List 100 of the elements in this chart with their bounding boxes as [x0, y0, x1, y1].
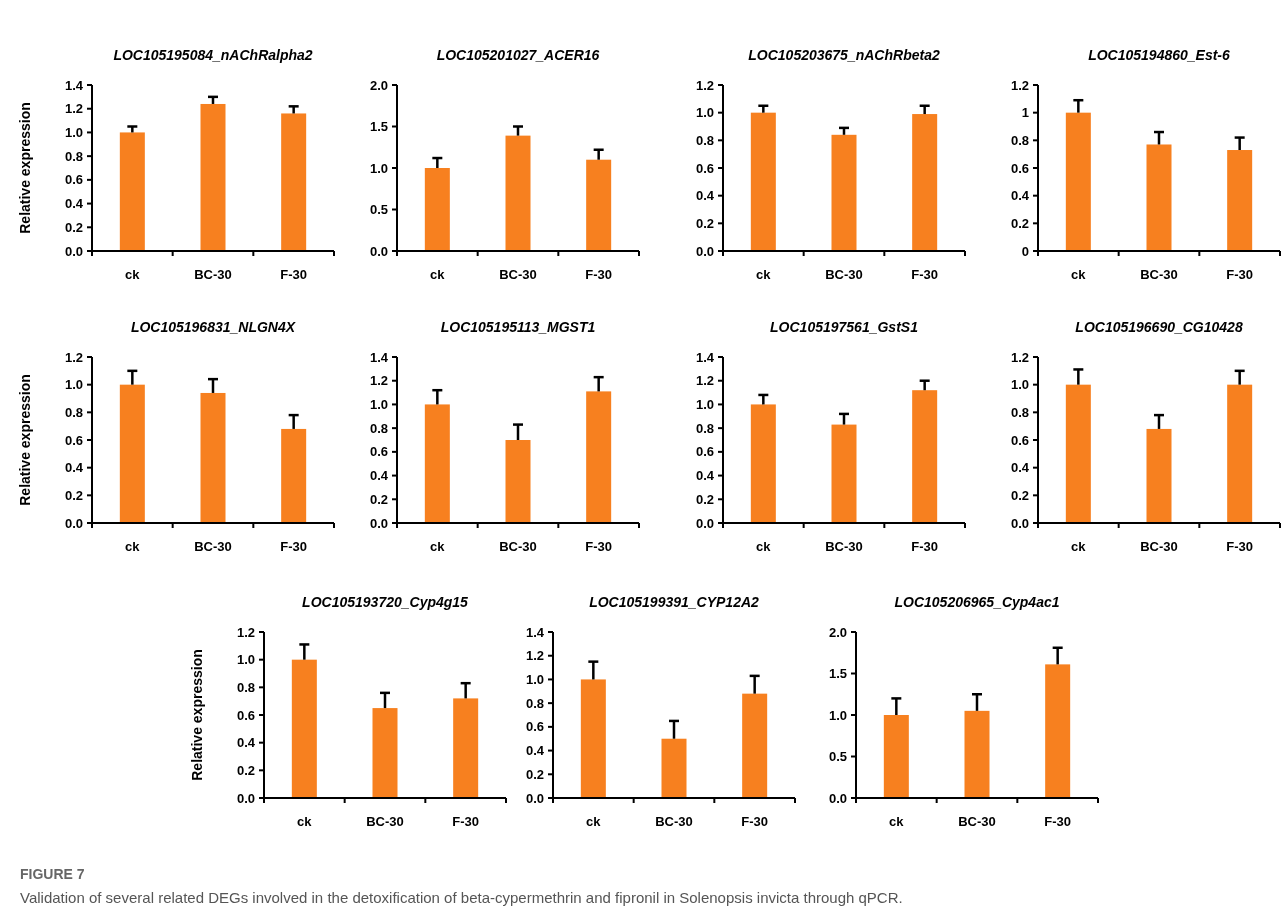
y-tick-label: 1.2	[695, 77, 714, 93]
bar	[1146, 144, 1172, 251]
bar	[200, 392, 226, 523]
y-tick-label: 0.4	[64, 460, 84, 476]
x-tick-label: BC-30	[499, 267, 537, 282]
bar	[912, 390, 938, 523]
x-tick-label: BC-30	[1140, 267, 1178, 282]
chart-title: LOC105199391_CYP12A2	[589, 594, 760, 610]
chart-title: LOC105193720_Cyp4g15	[302, 594, 469, 610]
y-tick-label: 0.4	[1010, 188, 1030, 204]
y-tick-label: 1.2	[236, 624, 255, 640]
x-tick-label: BC-30	[825, 267, 863, 282]
y-tick-label: 0.2	[525, 766, 544, 782]
x-tick-label: F-30	[741, 814, 769, 829]
y-tick-label: 1.0	[525, 671, 544, 687]
x-tick-label: F-30	[452, 814, 480, 829]
y-tick-label: 1	[1021, 105, 1029, 121]
y-tick-label: 0.6	[1010, 160, 1029, 176]
x-tick-label: ck	[1071, 539, 1087, 554]
bar	[505, 440, 531, 523]
y-tick-label: 1.5	[369, 119, 388, 135]
x-tick-label: BC-30	[366, 814, 404, 829]
y-tick-label: 2.0	[828, 624, 847, 640]
bar	[750, 404, 776, 523]
y-tick-label: 0.0	[369, 243, 388, 259]
y-tick-label: 0.0	[525, 790, 544, 806]
chart-title: LOC105196831_NLGN4X	[130, 319, 297, 335]
y-tick-label: 0.8	[525, 695, 544, 711]
y-tick-label: 0.8	[64, 148, 83, 164]
y-tick-label: 0.2	[64, 219, 83, 235]
x-tick-label: F-30	[280, 267, 308, 282]
chart-title: LOC105206965_Cyp4ac1	[894, 594, 1060, 610]
y-tick-label: 0.5	[369, 202, 388, 218]
chart-title: LOC105194860_Est-6	[1088, 47, 1231, 63]
bar	[883, 715, 909, 798]
x-tick-label: F-30	[585, 267, 613, 282]
x-tick-label: ck	[756, 267, 772, 282]
y-tick-label: 1.5	[828, 666, 847, 682]
y-tick-label: 0.8	[1010, 132, 1029, 148]
y-tick-label: 1.2	[64, 101, 83, 117]
x-tick-label: F-30	[1226, 267, 1254, 282]
bar	[281, 113, 307, 251]
x-tick-label: BC-30	[655, 814, 693, 829]
chart-title: LOC105203675_nAChRbeta2	[748, 47, 940, 63]
y-tick-label: 1.4	[64, 77, 84, 93]
y-tick-label: 0.2	[236, 762, 255, 778]
bar	[912, 114, 938, 251]
x-tick-label: F-30	[911, 539, 939, 554]
bar	[1227, 150, 1253, 251]
x-tick-label: ck	[889, 814, 905, 829]
y-tick-label: 0	[1021, 243, 1029, 259]
y-tick-label: 0.8	[369, 420, 388, 436]
y-tick-label: 0.6	[236, 707, 255, 723]
bar	[453, 698, 479, 798]
y-tick-label: 1.4	[369, 349, 389, 365]
chart-title: LOC105195084_nAChRalpha2	[113, 47, 313, 63]
bar	[750, 112, 776, 251]
bar	[831, 134, 857, 251]
bar	[119, 132, 145, 251]
bar	[291, 659, 317, 798]
y-tick-label: 0.6	[369, 444, 388, 460]
y-tick-label: 1.4	[525, 624, 545, 640]
bar	[831, 424, 857, 523]
y-tick-label: 0.2	[695, 215, 714, 231]
y-tick-label: 0.0	[1010, 515, 1029, 531]
y-tick-label: 0.0	[828, 790, 847, 806]
y-tick-label: 0.0	[369, 515, 388, 531]
x-tick-label: F-30	[1044, 814, 1072, 829]
x-tick-label: ck	[430, 267, 446, 282]
bar	[742, 693, 768, 798]
y-tick-label: 0.4	[695, 468, 715, 484]
y-tick-label: 0.2	[695, 491, 714, 507]
y-tick-label: 1.0	[64, 377, 83, 393]
chart-title: LOC105195113_MGST1	[440, 319, 596, 335]
x-tick-label: BC-30	[1140, 539, 1178, 554]
x-tick-label: BC-30	[194, 539, 232, 554]
y-tick-label: 0.6	[695, 160, 714, 176]
bar	[580, 679, 606, 798]
x-tick-label: BC-30	[194, 267, 232, 282]
bar	[200, 103, 226, 251]
y-tick-label: 1.0	[828, 707, 847, 723]
y-tick-label: 0.8	[1010, 404, 1029, 420]
y-axis-title: Relative expression	[189, 649, 205, 781]
y-tick-label: 1.2	[525, 648, 544, 664]
y-tick-label: 0.0	[236, 790, 255, 806]
y-tick-label: 0.2	[369, 491, 388, 507]
y-axis-title: Relative expression	[17, 374, 33, 506]
y-tick-label: 0.4	[695, 188, 715, 204]
y-tick-label: 1.2	[64, 349, 83, 365]
y-tick-label: 1.0	[369, 396, 388, 412]
x-tick-label: F-30	[280, 539, 308, 554]
x-tick-label: F-30	[585, 539, 613, 554]
y-tick-label: 0.0	[695, 243, 714, 259]
y-tick-label: 1.0	[695, 105, 714, 121]
y-tick-label: 1.0	[1010, 377, 1029, 393]
y-tick-label: 1.2	[1010, 77, 1029, 93]
bar	[586, 391, 612, 523]
bar	[586, 159, 612, 251]
y-tick-label: 0.4	[1010, 460, 1030, 476]
bar	[372, 708, 398, 798]
